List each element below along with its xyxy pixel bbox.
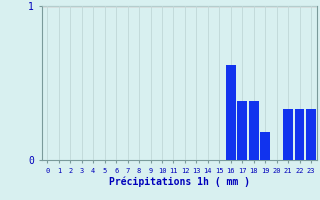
Bar [306, 109, 316, 160]
Bar [237, 101, 247, 160]
X-axis label: Précipitations 1h ( mm ): Précipitations 1h ( mm ) [109, 176, 250, 187]
Bar [260, 132, 270, 160]
Bar [283, 109, 293, 160]
Bar [295, 109, 304, 160]
Bar [249, 101, 259, 160]
Bar [226, 65, 236, 160]
